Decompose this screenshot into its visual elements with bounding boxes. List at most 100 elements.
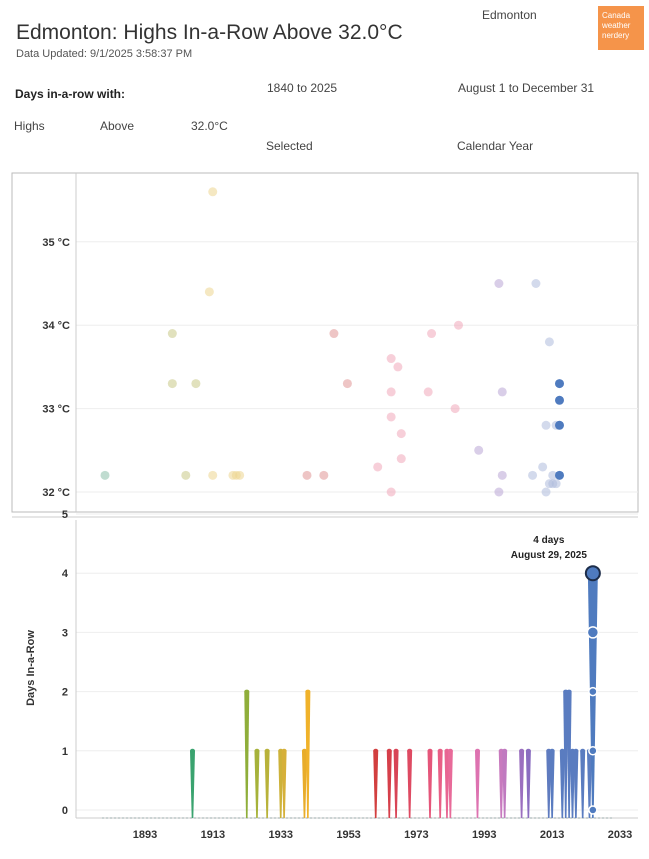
- scatter-point[interactable]: [474, 445, 484, 455]
- scatter-point[interactable]: [100, 470, 110, 480]
- area-spike[interactable]: [570, 750, 575, 818]
- scatter-point[interactable]: [555, 470, 564, 480]
- scatter-point[interactable]: [204, 287, 214, 297]
- scatter-point[interactable]: [538, 462, 548, 472]
- area-spike[interactable]: [393, 750, 399, 818]
- scatter-point[interactable]: [494, 487, 504, 497]
- area-spike[interactable]: [519, 750, 525, 818]
- area-spike-cap: [573, 748, 579, 753]
- year-mode-selector[interactable]: Selected: [266, 139, 313, 153]
- scatter-point[interactable]: [208, 470, 218, 480]
- area-marker[interactable]: [588, 686, 598, 697]
- area-spike[interactable]: [475, 750, 480, 818]
- area-spike-cap: [407, 748, 413, 753]
- area-spike[interactable]: [244, 691, 250, 818]
- area-x-tick: 1993: [472, 829, 496, 841]
- area-spike[interactable]: [525, 750, 531, 818]
- scatter-point[interactable]: [373, 462, 383, 472]
- area-spike[interactable]: [278, 750, 284, 818]
- area-x-tick: 1973: [404, 829, 428, 841]
- scatter-point[interactable]: [528, 470, 538, 480]
- scatter-point[interactable]: [342, 379, 352, 389]
- area-spike[interactable]: [586, 750, 592, 818]
- scatter-point[interactable]: [235, 470, 245, 480]
- area-spike-cap: [447, 748, 453, 753]
- area-spike[interactable]: [447, 750, 453, 818]
- area-spike[interactable]: [573, 750, 579, 818]
- area-spike-cap: [525, 748, 531, 753]
- scatter-point[interactable]: [181, 470, 191, 480]
- area-spike[interactable]: [502, 750, 508, 818]
- scatter-point[interactable]: [396, 429, 406, 439]
- area-spike[interactable]: [254, 750, 260, 818]
- scatter-point[interactable]: [386, 387, 396, 397]
- scatter-point[interactable]: [423, 387, 433, 397]
- scatter-point[interactable]: [427, 329, 437, 339]
- area-marker[interactable]: [584, 565, 601, 582]
- area-spike[interactable]: [427, 750, 433, 818]
- scatter-point[interactable]: [497, 387, 507, 397]
- area-spike[interactable]: [444, 750, 450, 818]
- period-selector[interactable]: Calendar Year: [457, 139, 534, 153]
- area-spike[interactable]: [281, 750, 287, 818]
- area-spike[interactable]: [437, 750, 443, 818]
- area-spike[interactable]: [386, 750, 392, 818]
- area-spike[interactable]: [407, 750, 413, 818]
- scatter-point[interactable]: [191, 379, 201, 389]
- scatter-point[interactable]: [531, 279, 541, 288]
- scatter-point[interactable]: [386, 354, 396, 364]
- scatter-point[interactable]: [167, 329, 177, 339]
- area-spike[interactable]: [566, 691, 572, 818]
- area-marker[interactable]: [586, 626, 600, 639]
- threshold-selector[interactable]: 32.0°C: [191, 119, 228, 133]
- area-marker[interactable]: [588, 746, 598, 756]
- scatter-frame: [11, 172, 639, 513]
- area-spike[interactable]: [549, 750, 555, 818]
- scatter-point[interactable]: [167, 379, 177, 389]
- scatter-point[interactable]: [497, 470, 507, 480]
- measure-selector[interactable]: Highs: [14, 119, 45, 133]
- scatter-point[interactable]: [393, 362, 403, 372]
- area-spike-cap: [475, 748, 480, 753]
- scatter-points[interactable]: [100, 187, 565, 497]
- station-selector[interactable]: Edmonton: [482, 8, 537, 22]
- scatter-point[interactable]: [494, 279, 504, 288]
- area-spike-cap: [244, 689, 250, 694]
- scatter-point[interactable]: [396, 454, 406, 464]
- year-range-selector[interactable]: 1840 to 2025: [267, 81, 338, 95]
- scatter-point[interactable]: [386, 412, 396, 422]
- area-spike[interactable]: [190, 750, 195, 818]
- scatter-point[interactable]: [541, 487, 551, 497]
- scatter-point[interactable]: [541, 420, 551, 430]
- scatter-point[interactable]: [544, 337, 554, 347]
- date-range-selector[interactable]: August 1 to December 31: [458, 81, 595, 95]
- area-spike[interactable]: [373, 750, 379, 818]
- area-spike[interactable]: [305, 691, 311, 818]
- area-spike[interactable]: [498, 750, 504, 818]
- area-markers[interactable]: [584, 565, 601, 815]
- scatter-point[interactable]: [208, 187, 218, 197]
- scatter-point[interactable]: [319, 470, 329, 480]
- area-spike[interactable]: [546, 750, 552, 818]
- scatter-point[interactable]: [329, 329, 339, 339]
- comparison-selector[interactable]: Above: [100, 119, 135, 133]
- area-spike[interactable]: [559, 750, 565, 818]
- area-spike[interactable]: [563, 691, 569, 818]
- area-marker[interactable]: [588, 805, 598, 815]
- scatter-point[interactable]: [555, 395, 564, 405]
- scatter-point[interactable]: [555, 420, 564, 430]
- scatter-point[interactable]: [450, 404, 460, 414]
- area-spike-cap: [264, 748, 270, 753]
- area-spike[interactable]: [301, 750, 307, 818]
- area-gridlines: [76, 513, 638, 811]
- scatter-point[interactable]: [548, 470, 558, 480]
- scatter-point[interactable]: [551, 479, 561, 489]
- area-spikes[interactable]: [190, 571, 598, 818]
- scatter-point[interactable]: [454, 320, 463, 330]
- area-spike[interactable]: [580, 750, 586, 818]
- scatter-point[interactable]: [386, 487, 396, 497]
- scatter-point[interactable]: [302, 470, 312, 480]
- scatter-point[interactable]: [555, 379, 564, 389]
- area-spike[interactable]: [264, 750, 270, 818]
- logo[interactable]: Canada weather nerdery: [598, 6, 644, 50]
